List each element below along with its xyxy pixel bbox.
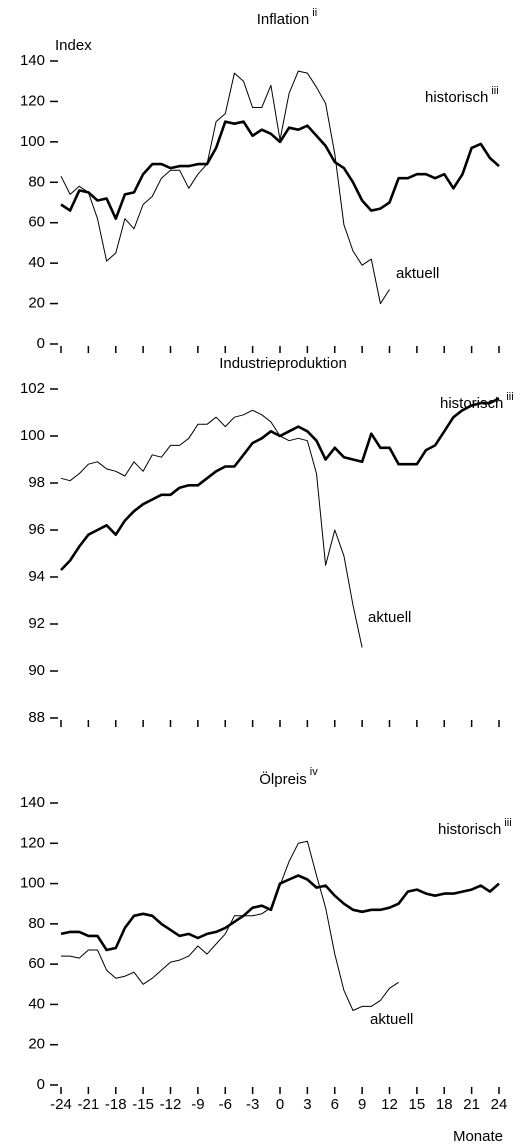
- title-superscript: iv: [310, 766, 318, 778]
- y-axis-label: Index: [55, 37, 92, 54]
- y-tick-label: 120: [20, 92, 45, 109]
- chart-title: Industrieproduktion: [219, 355, 347, 372]
- x-tick-label: -15: [132, 1096, 154, 1113]
- x-tick-label: 21: [463, 1096, 480, 1113]
- series-label: historisch: [425, 89, 488, 106]
- x-tick-label: -24: [50, 1096, 72, 1113]
- chart-title: Inflation: [257, 11, 310, 28]
- series-label: aktuell: [370, 1011, 413, 1028]
- x-tick-label: 3: [303, 1096, 311, 1113]
- x-tick-label: 12: [381, 1096, 398, 1113]
- series-line: [61, 840, 399, 1011]
- y-tick-label: 20: [28, 295, 45, 312]
- x-axis-label: Monate: [453, 1128, 503, 1145]
- x-tick-label: -6: [219, 1096, 232, 1113]
- y-tick-label: 88: [28, 709, 45, 726]
- y-tick-label: 92: [28, 615, 45, 632]
- chart-title: Ölpreis: [259, 770, 307, 788]
- series-label-superscript: iii: [506, 391, 513, 403]
- y-tick-label: 100: [20, 133, 45, 150]
- x-tick-label: -21: [78, 1096, 100, 1113]
- series-label-superscript: iii: [491, 85, 498, 97]
- series-label-superscript: iii: [504, 817, 511, 829]
- y-tick-label: 80: [28, 915, 45, 932]
- series-label: aktuell: [396, 265, 439, 282]
- x-tick-label: 9: [358, 1096, 366, 1113]
- series-line: [60, 70, 390, 305]
- y-tick-label: 140: [20, 52, 45, 69]
- x-tick-label: -18: [105, 1096, 127, 1113]
- series-line: [60, 874, 500, 952]
- x-tick-label: 15: [409, 1096, 426, 1113]
- y-tick-label: 94: [28, 568, 45, 585]
- y-tick-label: 20: [28, 1036, 45, 1053]
- series-label: historisch: [438, 821, 501, 838]
- series-label: aktuell: [368, 609, 411, 626]
- y-tick-label: 0: [37, 335, 45, 352]
- x-tick-label: 24: [491, 1096, 508, 1113]
- series-line: [60, 397, 500, 571]
- y-tick-label: 60: [28, 214, 45, 231]
- y-tick-label: 96: [28, 521, 45, 538]
- y-tick-label: 60: [28, 955, 45, 972]
- y-tick-label: 40: [28, 254, 45, 271]
- y-tick-label: 120: [20, 834, 45, 851]
- y-tick-label: 100: [20, 427, 45, 444]
- y-tick-label: 40: [28, 995, 45, 1012]
- x-tick-label: 0: [276, 1096, 284, 1113]
- x-tick-label: 18: [436, 1096, 453, 1113]
- y-tick-label: 102: [20, 380, 45, 397]
- y-tick-label: 0: [37, 1076, 45, 1093]
- y-tick-label: 100: [20, 875, 45, 892]
- y-tick-label: 140: [20, 794, 45, 811]
- x-tick-label: 6: [331, 1096, 339, 1113]
- y-tick-label: 80: [28, 173, 45, 190]
- x-tick-label: -9: [191, 1096, 204, 1113]
- x-tick-label: -12: [160, 1096, 182, 1113]
- y-tick-label: 90: [28, 662, 45, 679]
- y-tick-label: 98: [28, 474, 45, 491]
- x-tick-label: -3: [246, 1096, 259, 1113]
- series-line: [60, 409, 363, 648]
- title-superscript: ii: [312, 7, 317, 19]
- series-label: historisch: [440, 395, 503, 412]
- series-line: [60, 120, 500, 220]
